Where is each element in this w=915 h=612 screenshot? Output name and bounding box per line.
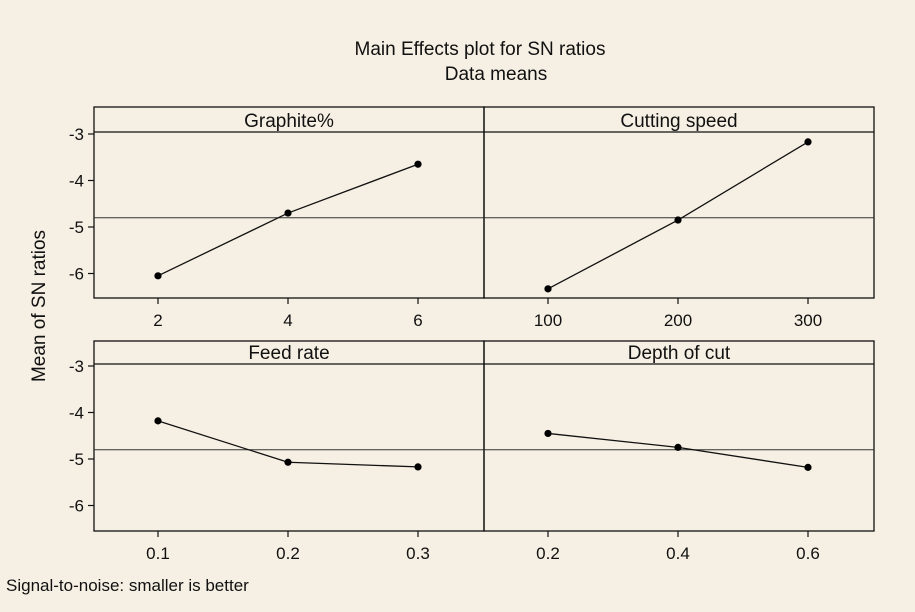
y-axis-label: Mean of SN ratios xyxy=(29,230,50,382)
chart-title: Main Effects plot for SN ratios xyxy=(355,39,606,60)
panels-group: Graphite% 2 4 6 -3 -4 -5 -6 Cutting speed 100 200 3… xyxy=(69,106,875,563)
series-line-cutting-speed xyxy=(547,141,809,290)
data-point-graphite--1 xyxy=(284,209,292,217)
data-point-feed-rate-2 xyxy=(414,463,422,471)
y-tick-label-row1-2: -5 xyxy=(69,450,84,469)
y-tick-label-row0-1: -4 xyxy=(69,172,84,191)
y-tick-label-row0-0: -3 xyxy=(69,125,84,144)
y-tick-label-row1-1: -4 xyxy=(69,404,84,423)
panel-frame-feed-rate xyxy=(93,340,485,532)
x-tick-label-feed-rate-1: 0.2 xyxy=(276,544,300,563)
data-point-cutting-speed-1 xyxy=(674,216,682,224)
x-tick-label-cutting-speed-2: 300 xyxy=(794,311,822,330)
x-tick-label-feed-rate-0: 0.1 xyxy=(146,544,170,563)
data-point-depth-of-cut-2 xyxy=(804,463,812,471)
data-point-depth-of-cut-0 xyxy=(544,429,552,438)
data-point-cutting-speed-0 xyxy=(544,285,552,293)
data-point-depth-of-cut-1 xyxy=(674,443,682,451)
series-line-graphite- xyxy=(157,163,419,277)
x-tick-label-depth-of-cut-1: 0.4 xyxy=(666,544,690,563)
x-tick-label-depth-of-cut-0: 0.2 xyxy=(536,544,560,563)
panel-label-depth-of-cut: Depth of cut xyxy=(628,343,731,364)
y-tick-label-row1-0: -3 xyxy=(69,357,84,376)
footnote: Signal-to-noise: smaller is better xyxy=(6,576,249,595)
panel-frame-depth-of-cut xyxy=(483,340,875,532)
panel-label-feed-rate: Feed rate xyxy=(248,343,329,364)
data-point-cutting-speed-2 xyxy=(804,138,812,146)
x-tick-label-graphite--1: 4 xyxy=(283,311,292,330)
data-point-graphite--2 xyxy=(414,160,422,168)
x-tick-label-depth-of-cut-2: 0.6 xyxy=(796,544,820,563)
x-tick-label-cutting-speed-1: 200 xyxy=(664,311,692,330)
data-point-feed-rate-0 xyxy=(154,417,162,425)
chart-subtitle: Data means xyxy=(445,64,547,85)
y-tick-label-row0-3: -6 xyxy=(69,265,84,284)
data-point-feed-rate-1 xyxy=(284,458,292,466)
y-tick-label-row0-2: -5 xyxy=(69,218,84,237)
y-tick-label-row1-3: -6 xyxy=(69,497,84,516)
x-tick-label-feed-rate-2: 0.3 xyxy=(406,544,430,563)
panel-label-cutting-speed: Cutting speed xyxy=(620,111,737,132)
data-point-graphite--0 xyxy=(154,272,162,280)
panel-frame-graphite- xyxy=(93,106,485,299)
panel-frame-cutting-speed xyxy=(483,106,875,299)
x-tick-label-graphite--2: 6 xyxy=(413,311,422,330)
x-tick-label-graphite--0: 2 xyxy=(153,311,162,330)
x-tick-label-cutting-speed-0: 100 xyxy=(534,311,562,330)
panel-label-graphite-: Graphite% xyxy=(244,111,334,132)
